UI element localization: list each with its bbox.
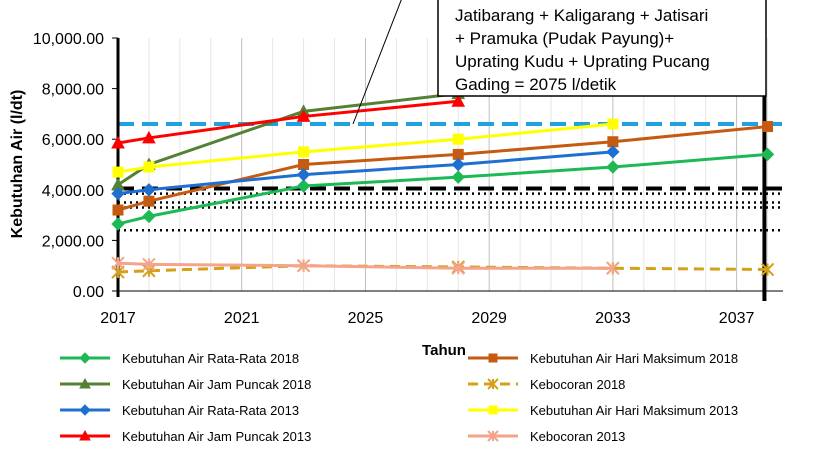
x-tick-label: 2025 xyxy=(348,310,384,327)
legend-label: Kebutuhan Air Hari Maksimum 2013 xyxy=(530,403,738,418)
data-point xyxy=(487,430,499,442)
legend-label: Kebutuhan Air Rata-Rata 2013 xyxy=(122,403,299,418)
data-point xyxy=(296,109,311,122)
data-point xyxy=(451,261,465,275)
x-tick-label: 2029 xyxy=(471,310,507,327)
annotation-leader xyxy=(352,0,402,125)
data-point xyxy=(111,256,125,270)
y-tick-label: 0.00 xyxy=(73,284,104,301)
data-point xyxy=(451,170,465,184)
annotation-frame xyxy=(437,0,767,97)
y-tick-label: 6,000.00 xyxy=(42,132,104,149)
data-point xyxy=(143,195,155,207)
data-point xyxy=(606,145,620,159)
y-tick-label: 2,000.00 xyxy=(42,233,104,250)
data-point xyxy=(142,130,156,144)
legend-item: Kebutuhan Air Hari Maksimum 2013 xyxy=(468,403,738,418)
y-tick-label: 8,000.00 xyxy=(42,82,104,99)
legend-item: Kebutuhan Air Jam Puncak 2018 xyxy=(60,377,311,392)
legend-item: Kebocoran 2018 xyxy=(468,377,625,392)
data-point xyxy=(607,118,619,130)
legend-label: Kebocoran 2018 xyxy=(530,377,625,392)
series-kebutuhan-air-jam-puncak-2018 xyxy=(111,86,466,191)
legend-label: Kebutuhan Air Jam Puncak 2013 xyxy=(122,429,311,444)
data-point xyxy=(142,209,156,224)
x-tick-label: 2033 xyxy=(595,310,631,327)
data-point xyxy=(298,146,310,158)
tick-labels: 0.00 2,000.00 4,000.00 6,000.00 8,000.00 10,0… xyxy=(33,31,755,327)
y-tick-label: 10,000.00 xyxy=(33,31,104,48)
series-kebutuhan-air-rata-rata-2018 xyxy=(111,147,775,231)
x-axis-title: Tahun xyxy=(422,342,466,359)
annotation-line: + Pramuka (Pudak Payung)+ xyxy=(455,29,674,48)
data-point xyxy=(760,147,775,162)
x-tick-label: 2021 xyxy=(224,310,260,327)
annotation-box: Jatibarang + Kaligarang + Jatisari + Pram… xyxy=(352,0,767,125)
data-point xyxy=(296,167,311,182)
legend: Kebutuhan Air Rata-Rata 2018 Kebutuhan Ai… xyxy=(60,351,738,444)
data-point xyxy=(762,121,774,133)
data-point xyxy=(112,204,124,216)
legend-label: Kebutuhan Air Rata-Rata 2018 xyxy=(122,351,299,366)
data-point xyxy=(606,261,620,275)
x-tick-label: 2037 xyxy=(719,310,755,327)
data-point xyxy=(111,135,125,149)
y-axis-title: Kebutuhan Air (l/dt) xyxy=(9,90,26,239)
legend-item: Kebutuhan Air Rata-Rata 2013 xyxy=(60,403,299,418)
data-point xyxy=(488,353,498,363)
legend-label: Kebutuhan Air Jam Puncak 2018 xyxy=(122,377,311,392)
x-tick-label: 2017 xyxy=(100,310,136,327)
series-line xyxy=(117,92,459,186)
data-point xyxy=(606,160,620,174)
annotation-line: Jatibarang + Kaligarang + Jatisari xyxy=(455,6,708,25)
data-point xyxy=(487,378,499,390)
data-point xyxy=(79,404,91,416)
legend-label: Kebocoran 2013 xyxy=(530,429,625,444)
annotation-line: Uprating Kudu + Uprating Pucang xyxy=(455,52,710,71)
data-point xyxy=(79,377,91,389)
legend-label: Kebutuhan Air Hari Maksimum 2018 xyxy=(530,351,738,366)
data-point xyxy=(451,94,466,107)
series-kebocoran-2013 xyxy=(111,256,620,275)
data-point xyxy=(112,166,124,178)
legend-item: Kebutuhan Air Hari Maksimum 2018 xyxy=(468,351,738,366)
data-point xyxy=(452,133,464,145)
data-point xyxy=(111,186,125,201)
series-line xyxy=(117,99,459,145)
legend-item: Kebutuhan Air Jam Puncak 2013 xyxy=(60,429,311,444)
data-point xyxy=(142,257,156,272)
series-kebutuhan-air-hari-maksimum-2018 xyxy=(112,121,774,216)
data-point xyxy=(79,429,91,441)
series-kebutuhan-air-jam-puncak-2013 xyxy=(111,94,466,149)
series-kebutuhan-air-hari-maksimum-2013 xyxy=(112,118,619,178)
data-point xyxy=(79,352,91,364)
data-point xyxy=(451,157,465,172)
data-point xyxy=(142,183,156,197)
data-point xyxy=(760,262,775,277)
data-point xyxy=(111,217,125,231)
data-point xyxy=(296,258,311,273)
y-tick-label: 4,000.00 xyxy=(42,183,104,200)
legend-item: Kebutuhan Air Rata-Rata 2018 xyxy=(60,351,299,366)
legend-item: Kebocoran 2013 xyxy=(468,429,625,444)
data-point xyxy=(296,179,311,193)
data-point xyxy=(143,161,155,173)
data-point xyxy=(488,405,498,415)
series-kebutuhan-air-rata-rata-2013 xyxy=(111,145,620,201)
series-layer xyxy=(111,86,775,279)
annotation-line: Gading = 2075 l/detik xyxy=(455,75,617,94)
